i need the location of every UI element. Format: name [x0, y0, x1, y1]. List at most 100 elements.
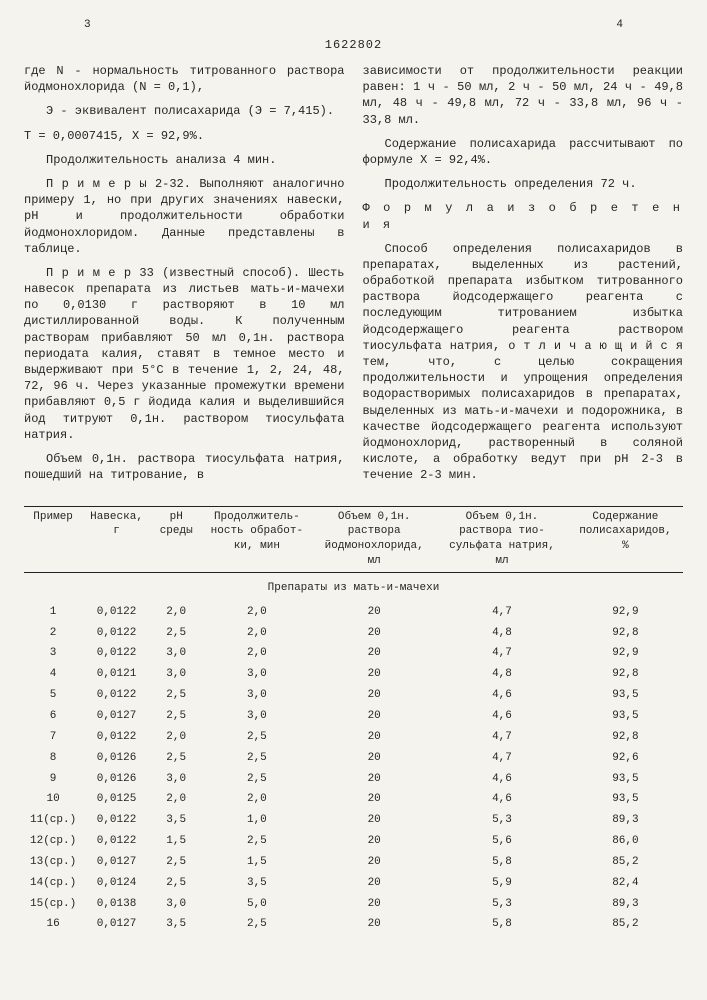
table-cell: 14(ср.) — [24, 873, 82, 894]
table-row: 160,01273,52,5205,885,2 — [24, 914, 683, 935]
table-cell: 92,9 — [568, 643, 683, 664]
para: зависимости от продолжительности реакции… — [363, 63, 684, 128]
table-cell: 7 — [24, 727, 82, 748]
table-cell: 2,5 — [151, 873, 202, 894]
table-row: 50,01222,53,0204,693,5 — [24, 685, 683, 706]
table-cell: 4 — [24, 664, 82, 685]
table-cell: 20 — [312, 852, 436, 873]
table-header-cell: Продол­житель­ность обработ­ки, мин — [202, 506, 313, 572]
page-numbers: 3 4 — [24, 18, 683, 37]
table-cell: 92,6 — [568, 748, 683, 769]
table-row: 100,01252,02,0204,693,5 — [24, 789, 683, 810]
table-cell: 2,0 — [151, 789, 202, 810]
table-cell: 2,5 — [202, 914, 313, 935]
table-cell: 0,0121 — [82, 664, 151, 685]
table-cell: 4,7 — [436, 748, 568, 769]
table-subheading: Препараты из мать-и-мачехи — [24, 572, 683, 601]
table-cell: 0,0126 — [82, 769, 151, 790]
table-cell: 8 — [24, 748, 82, 769]
table-cell: 6 — [24, 706, 82, 727]
table-row: 11(ср.)0,01223,51,0205,389,3 — [24, 810, 683, 831]
table-cell: 3,0 — [151, 664, 202, 685]
table-cell: 4,6 — [436, 789, 568, 810]
table-cell: 2,0 — [202, 623, 313, 644]
table-cell: 2,5 — [202, 769, 313, 790]
table-cell: 5,0 — [202, 894, 313, 915]
table-cell: 4,6 — [436, 769, 568, 790]
table-cell: 86,0 — [568, 831, 683, 852]
table-cell: 89,3 — [568, 810, 683, 831]
table-header-cell: Навеска, г — [82, 506, 151, 572]
table-cell: 11(ср.) — [24, 810, 82, 831]
table-header-cell: Объем 0,1н. раствора йодмоно­хлорида, мл — [312, 506, 436, 572]
table-row: 40,01213,03,0204,892,8 — [24, 664, 683, 685]
page-num-left: 3 — [84, 18, 91, 33]
table-row: 70,01222,02,5204,792,8 — [24, 727, 683, 748]
table-header-row: ПримерНавеска, гpH средыПродол­житель­но… — [24, 506, 683, 572]
table-cell: 20 — [312, 831, 436, 852]
table-cell: 2 — [24, 623, 82, 644]
table-row: 12(ср.)0,01221,52,5205,686,0 — [24, 831, 683, 852]
table-cell: 85,2 — [568, 914, 683, 935]
table-cell: 92,8 — [568, 727, 683, 748]
para: Способ определения полисахаридов в препа… — [363, 241, 684, 484]
table-cell: 0,0122 — [82, 685, 151, 706]
table-row: 14(ср.)0,01242,53,5205,982,4 — [24, 873, 683, 894]
table-row: 20,01222,52,0204,892,8 — [24, 623, 683, 644]
para: где N - нормальность титрованного раство… — [24, 63, 345, 95]
table-cell: 4,7 — [436, 727, 568, 748]
para: Э - эквивалент полисахарида (Э = 7,415). — [24, 103, 345, 119]
table-cell: 16 — [24, 914, 82, 935]
table-cell: 2,5 — [151, 706, 202, 727]
table-cell: 0,0124 — [82, 873, 151, 894]
para: П р и м е р ы 2-32. Выполняют аналогично… — [24, 176, 345, 257]
document-number: 1622802 — [24, 37, 683, 53]
right-column: зависимости от продолжительности реакции… — [363, 63, 684, 492]
table-cell: 1,5 — [202, 852, 313, 873]
table-cell: 5,3 — [436, 894, 568, 915]
table-cell: 0,0122 — [82, 623, 151, 644]
table-cell: 20 — [312, 623, 436, 644]
table-cell: 5,3 — [436, 810, 568, 831]
table-cell: 4,8 — [436, 623, 568, 644]
table-row: 15(ср.)0,01383,05,0205,389,3 — [24, 894, 683, 915]
left-column: где N - нормальность титрованного раство… — [24, 63, 345, 492]
table-cell: 5,8 — [436, 852, 568, 873]
page-num-right: 4 — [616, 18, 623, 33]
table-cell: 20 — [312, 664, 436, 685]
table-cell: 5,6 — [436, 831, 568, 852]
table-cell: 2,0 — [202, 643, 313, 664]
table-cell: 20 — [312, 748, 436, 769]
table-header-cell: Объем 0,1н. раство­ра тио­сульфата натри… — [436, 506, 568, 572]
table-cell: 1 — [24, 602, 82, 623]
table-cell: 3,5 — [151, 914, 202, 935]
table-cell: 5 — [24, 685, 82, 706]
table-cell: 3 — [24, 643, 82, 664]
table-row: 10,01222,02,0204,792,9 — [24, 602, 683, 623]
table-cell: 3,5 — [151, 810, 202, 831]
table-cell: 0,0122 — [82, 831, 151, 852]
table-cell: 4,6 — [436, 706, 568, 727]
table-body: Препараты из мать-и-мачехи 10,01222,02,0… — [24, 572, 683, 935]
table-cell: 2,0 — [202, 602, 313, 623]
table-cell: 0,0122 — [82, 643, 151, 664]
table-cell: 0,0127 — [82, 852, 151, 873]
table-cell: 3,5 — [202, 873, 313, 894]
table-cell: 4,6 — [436, 685, 568, 706]
table-cell: 3,0 — [202, 685, 313, 706]
table-cell: 93,5 — [568, 685, 683, 706]
table-cell: 3,0 — [202, 706, 313, 727]
table-cell: 3,0 — [202, 664, 313, 685]
table-cell: 2,5 — [151, 748, 202, 769]
table-cell: 5,9 — [436, 873, 568, 894]
table-cell: 92,8 — [568, 623, 683, 644]
table-row: 60,01272,53,0204,693,5 — [24, 706, 683, 727]
table-cell: 20 — [312, 789, 436, 810]
table-cell: 2,0 — [202, 789, 313, 810]
table-cell: 1,5 — [151, 831, 202, 852]
table-subheading-row: Препараты из мать-и-мачехи — [24, 572, 683, 601]
table-cell: 20 — [312, 685, 436, 706]
table-cell: 10 — [24, 789, 82, 810]
table-cell: 3,0 — [151, 769, 202, 790]
table-cell: 2,5 — [151, 685, 202, 706]
